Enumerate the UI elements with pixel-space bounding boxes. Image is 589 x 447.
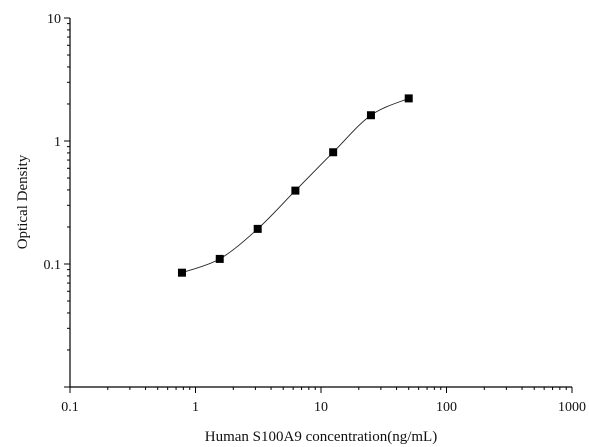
- y-tick-label: 0.1: [44, 258, 62, 273]
- data-points: [177, 94, 413, 277]
- y-tick-label: 10: [47, 12, 61, 27]
- y-axis-ticks: 0.1 1 10: [44, 12, 70, 388]
- y-axis-title: Optical Density: [15, 154, 31, 249]
- data-point: [329, 148, 338, 157]
- x-tick-label: 10: [314, 400, 328, 415]
- data-point: [215, 254, 224, 263]
- x-tick-label: 0.1: [61, 400, 79, 415]
- y-tick-label: 1: [54, 135, 61, 150]
- data-point: [253, 224, 262, 233]
- data-point: [177, 268, 186, 277]
- x-tick-label: 1000: [558, 400, 586, 415]
- x-axis-ticks: 0.1 1 10 100 1000: [61, 387, 586, 415]
- data-point: [291, 186, 300, 195]
- x-axis-title: Human S100A9 concentration(ng/mL): [205, 429, 437, 445]
- x-tick-label: 1: [192, 400, 199, 415]
- data-point: [404, 94, 413, 103]
- data-point: [366, 111, 375, 120]
- fit-curve: [181, 97, 409, 274]
- x-tick-label: 100: [436, 400, 457, 415]
